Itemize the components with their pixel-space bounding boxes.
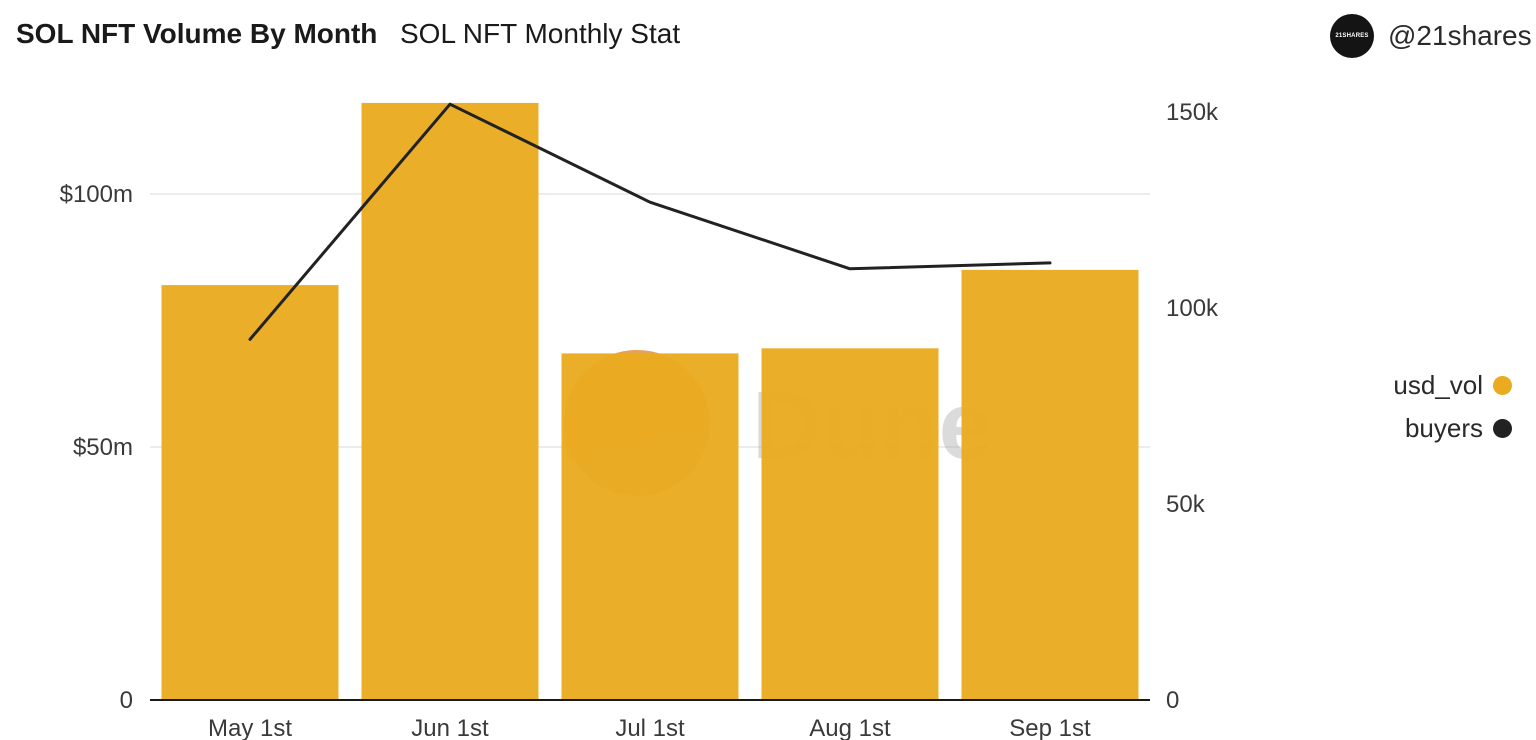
axis-layer: 0 $50m $100m 0 50k 100k 150k May 1st Jun 1st Jul … [60,99,1219,740]
x-tick-label: Aug 1st [809,715,891,740]
y-right-tick-label: 100k [1166,295,1219,322]
avatar: 21SHARES [1330,14,1374,58]
x-tick-label: Jun 1st [411,715,489,740]
bar-usd-vol[interactable] [761,348,939,700]
author-handle: @21shares [1388,20,1532,51]
author-link[interactable]: 21SHARES @21shares [1330,14,1532,58]
legend-item-usd-vol[interactable]: usd_vol [1393,364,1512,407]
avatar-logo-text: 21SHARES [1335,33,1369,39]
line-buyers[interactable] [248,102,1052,341]
chart-subtitle: SOL NFT Monthly Stat [400,18,681,49]
bar-usd-vol[interactable] [161,285,339,700]
y-left-tick-label: $100m [60,181,133,208]
y-right-tick-label: 0 [1166,687,1179,714]
legend-label-usd-vol: usd_vol [1393,370,1483,400]
legend-item-buyers[interactable]: buyers [1393,407,1512,450]
legend-dot-usd-vol [1493,376,1512,395]
chart-title: SOL NFT Volume By Month [16,18,378,49]
bar-usd-vol[interactable] [961,269,1139,700]
legend-dot-buyers [1493,419,1512,438]
bars-layer [161,102,1139,701]
y-right-tick-label: 150k [1166,99,1219,126]
legend-label-buyers: buyers [1404,413,1483,443]
legend: usd_vol buyers [1393,364,1512,450]
bar-usd-vol[interactable] [361,102,539,701]
y-right-tick-label: 50k [1166,491,1206,518]
bar-usd-vol[interactable] [561,353,739,700]
line-layer [248,102,1052,341]
x-tick-label: May 1st [208,715,292,740]
y-left-tick-label: $50m [73,434,133,461]
y-left-tick-label: 0 [120,687,133,714]
x-tick-label: Jul 1st [615,715,685,740]
x-tick-label: Sep 1st [1009,715,1091,740]
